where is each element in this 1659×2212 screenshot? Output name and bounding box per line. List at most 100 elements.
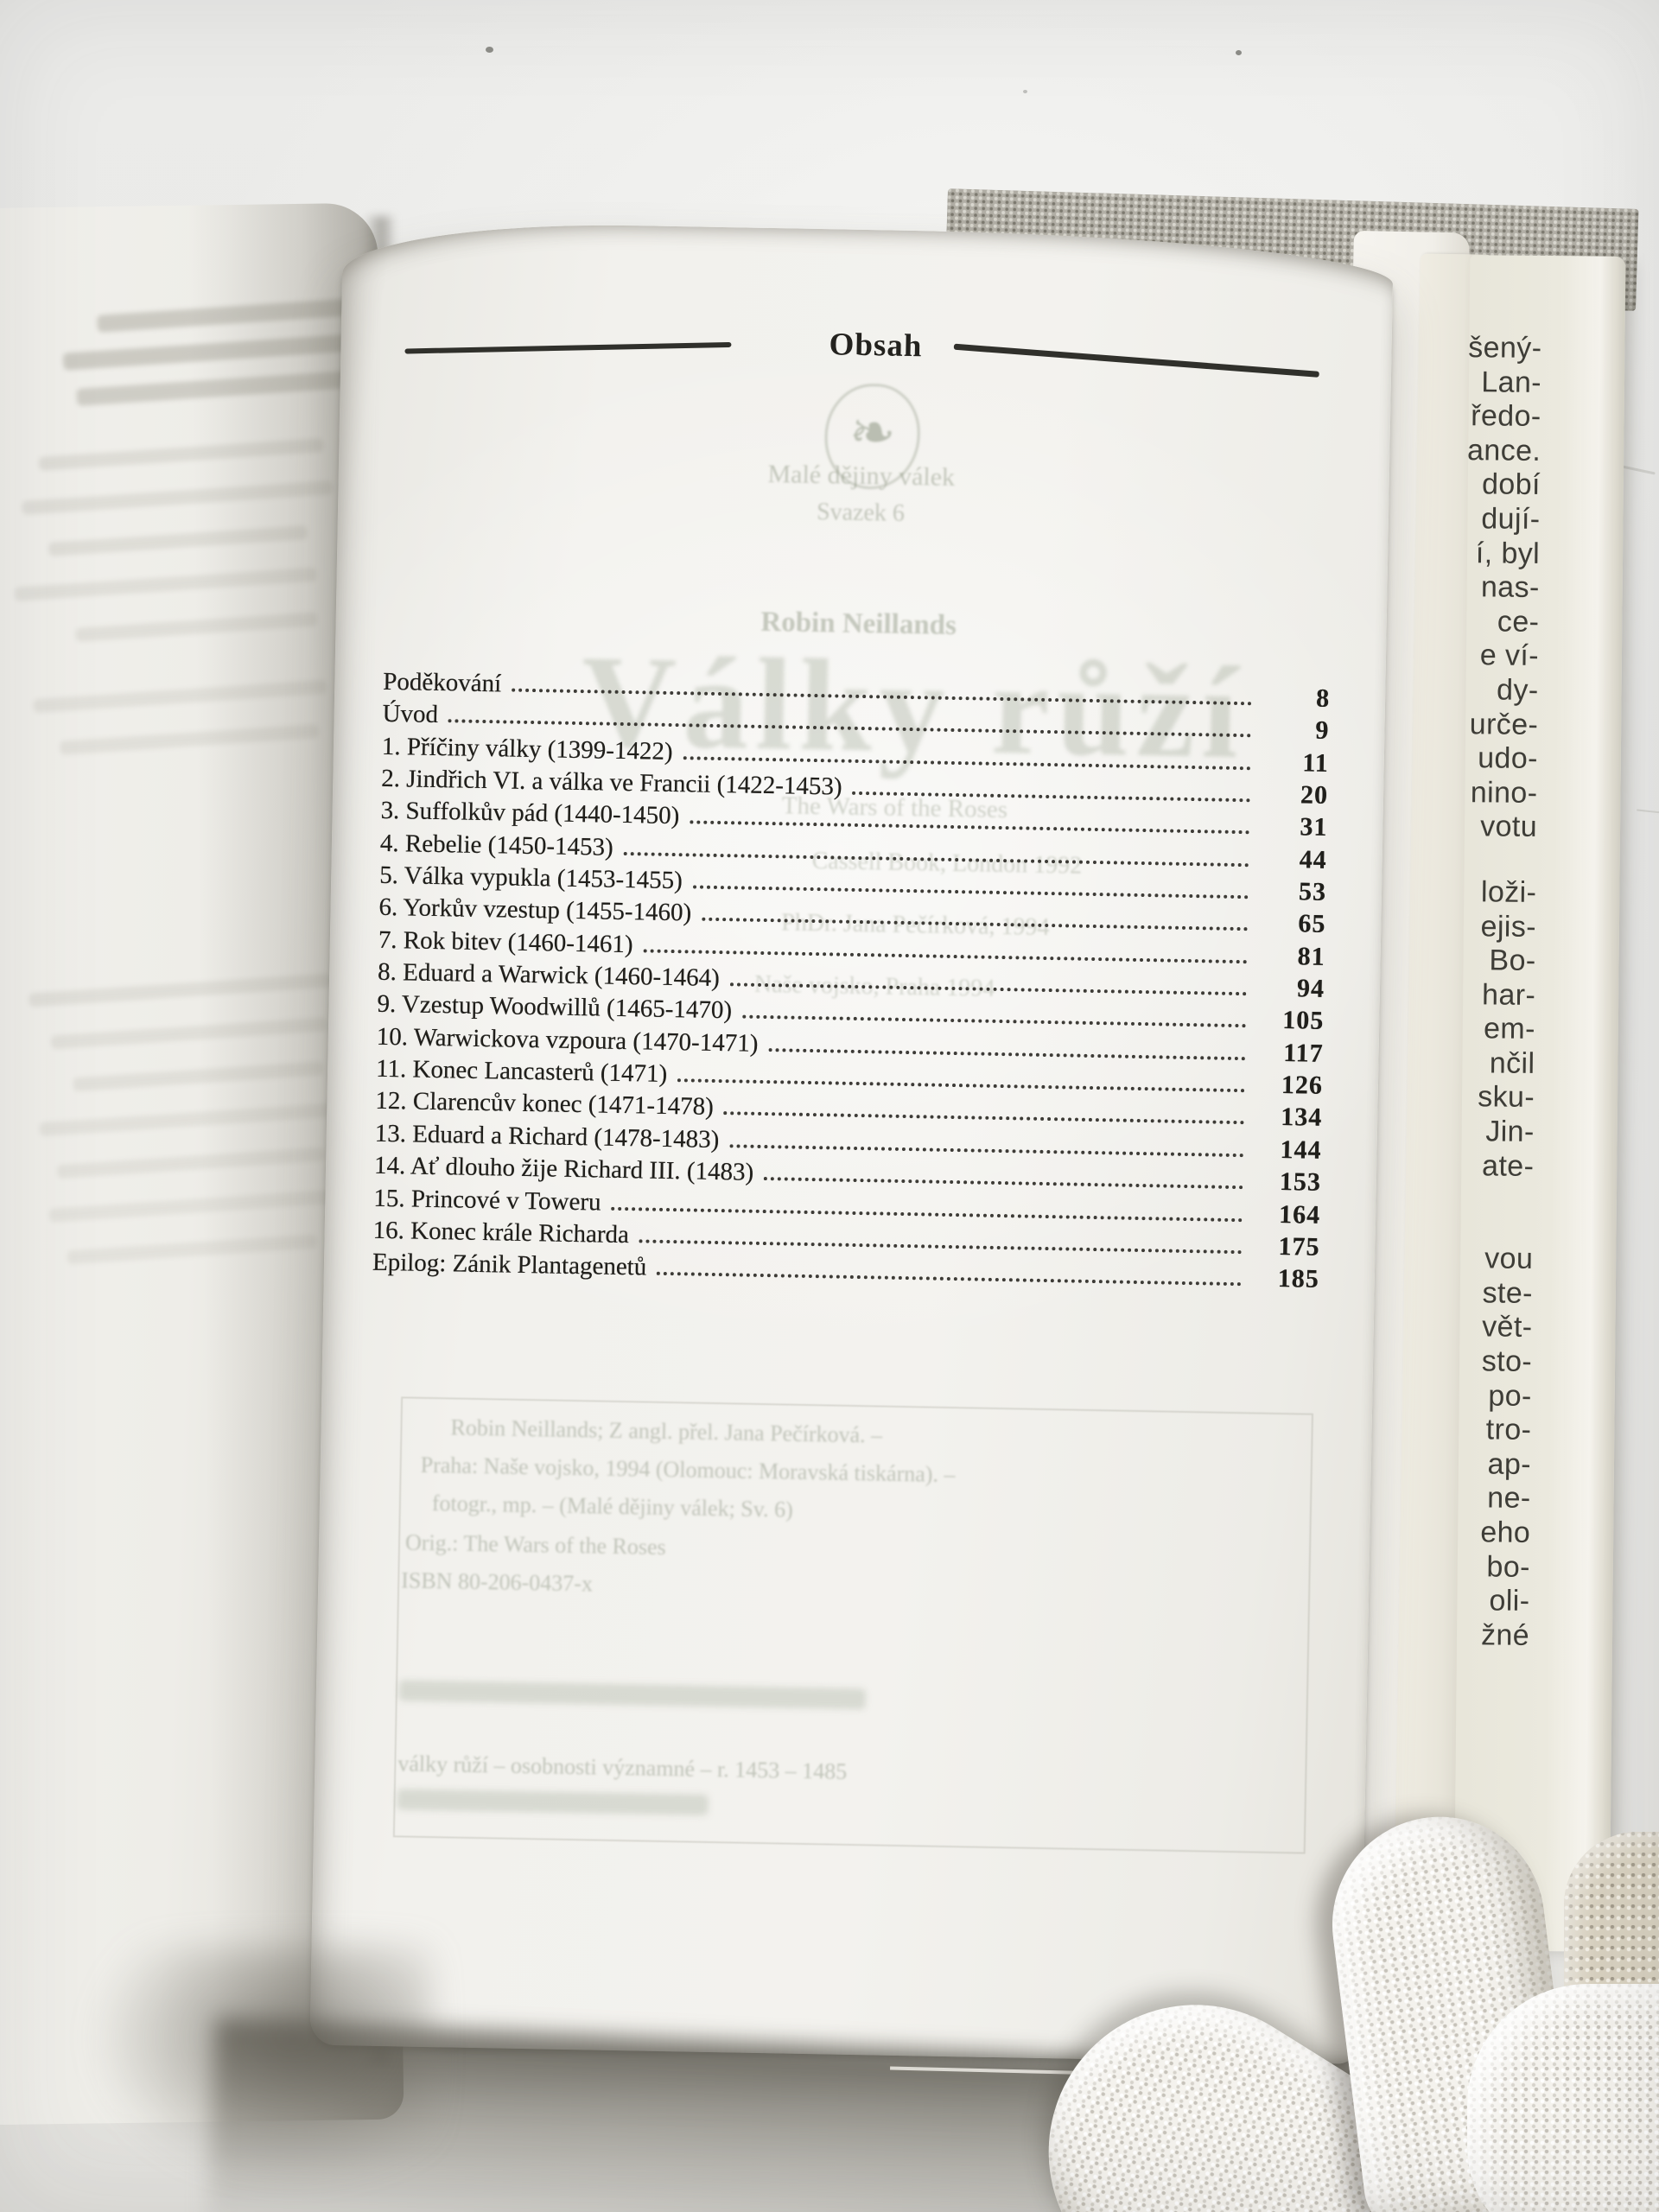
ghost-text-line: [73, 1061, 324, 1092]
dot-leader: [764, 1177, 1243, 1190]
ghost-text-line: [56, 1147, 326, 1179]
toc-entry-label: 13. Eduard a Richard (1478-1483): [374, 1119, 720, 1154]
text-fragment: e ví-: [1479, 639, 1540, 673]
dot-leader: [692, 885, 1249, 899]
book-cast-shadow: [35, 1944, 432, 2212]
dot-leader: [690, 820, 1250, 835]
dot-leader: [611, 1206, 1243, 1222]
ghost-text-line: [48, 525, 308, 556]
text-fragment: oli-: [1489, 1584, 1530, 1618]
toc-entry-label: 8. Eduard a Warwick (1460-1464): [377, 957, 721, 993]
toc-page-number: 164: [1278, 1199, 1321, 1230]
dot-leader: [683, 755, 1251, 770]
ghost-text-line: [38, 437, 324, 471]
text-fragment: ance.: [1466, 433, 1541, 467]
dot-leader: [741, 1014, 1247, 1028]
toc-entry-label: 9. Vzestup Woodwillů (1465-1470): [377, 990, 733, 1025]
toc-page-number: 94: [1296, 974, 1325, 1003]
toc-page-number: 144: [1280, 1135, 1322, 1165]
toc-entry-label: 15. Princové v Toweru: [373, 1184, 601, 1217]
toc-page-number: 134: [1280, 1103, 1323, 1133]
text-fragment: votu: [1480, 810, 1538, 844]
ghost-text-line: [29, 973, 332, 1007]
text-fragment: dy-: [1496, 673, 1539, 707]
ghost-text-line: [14, 567, 317, 601]
text-fragment: Bo-: [1489, 944, 1536, 978]
dot-leader: [729, 982, 1247, 996]
ghost-text-line: [39, 1103, 334, 1137]
text-fragment: ejis-: [1480, 909, 1537, 944]
toc-page-number: 117: [1282, 1038, 1324, 1068]
toc-page-number: 20: [1300, 780, 1329, 810]
toc-entry-label: 16. Konec krále Richarda: [372, 1216, 630, 1249]
dot-leader: [643, 949, 1248, 963]
text-fragment: po-: [1488, 1379, 1532, 1413]
text-fragment: Lan-: [1481, 365, 1542, 399]
ghost-text-line: [62, 334, 358, 371]
toc-entry-label: 6. Yorkův vzestup (1455-1460): [378, 893, 692, 927]
text-fragment: vou: [1484, 1242, 1534, 1276]
next-page-text-edge: šený- Lan- ředo- ance. dobí dují- í, byl…: [1453, 255, 1626, 1952]
text-fragment: tro-: [1485, 1413, 1532, 1447]
toc-entry-label: 11. Konec Lancasterů (1471): [375, 1054, 668, 1089]
ghost-text-line: [33, 679, 327, 714]
text-fragment: Jin-: [1485, 1115, 1535, 1149]
dust-speck: [1236, 50, 1242, 55]
text-fragment: í, byl: [1475, 536, 1541, 570]
toc-entry-label: Epilog: Zánik Plantagenetů: [372, 1248, 647, 1281]
toc-page-number: 65: [1298, 909, 1326, 939]
toc-entry-label: 2. Jindřich VI. a válka ve Francii (1422…: [380, 764, 842, 801]
text-fragment: har-: [1481, 978, 1536, 1012]
cutoff-text-column: šený- Lan- ředo- ance. dobí dují- í, byl…: [1456, 331, 1542, 1653]
toc-page-number: 126: [1281, 1071, 1324, 1100]
dot-leader: [768, 1047, 1246, 1060]
ghost-text-line: [96, 298, 348, 333]
text-fragment: žné: [1480, 1618, 1530, 1652]
ghost-cip-line: Orig.: The Wars of the Roses: [404, 1529, 666, 1560]
toc-entry-label: Poděkování: [383, 667, 502, 698]
toc-page-number: 53: [1298, 877, 1327, 906]
ghost-volume: Svazek 6: [816, 499, 906, 527]
toc-page-number: 175: [1278, 1231, 1320, 1262]
toc-entry-label: 5. Válka vypukla (1453-1455): [378, 861, 683, 895]
ghost-text-line: [48, 1189, 334, 1223]
dust-speck: [1023, 90, 1027, 93]
table-of-contents: Poděkování 8 Úvod 9 1. Příčiny války (1399…: [372, 667, 1331, 1297]
toc-entry-label: 14. Ať dlouho žije Richard III. (1483): [373, 1151, 754, 1186]
text-fragment: ate-: [1481, 1149, 1535, 1183]
dust-speck: [486, 47, 493, 53]
text-fragment: em-: [1483, 1012, 1536, 1046]
ghost-text-line: [59, 723, 320, 755]
text-fragment: sto-: [1481, 1344, 1533, 1378]
text-fragment: ředo-: [1471, 399, 1541, 434]
text-fragment: ne-: [1487, 1481, 1531, 1516]
contents-page: ❧ Malé dějiny válek Svazek 6 Robin Neill…: [309, 219, 1394, 2064]
text-fragment: ste-: [1482, 1276, 1534, 1310]
ghost-text-line: [75, 612, 318, 642]
toc-page-number: 81: [1297, 942, 1325, 971]
ghost-text-line: [76, 370, 353, 406]
dot-leader: [702, 918, 1249, 931]
toc-page-number: 31: [1300, 812, 1328, 842]
text-fragment: ap-: [1487, 1447, 1532, 1481]
toc-entry-label: 7. Rok bitev (1460-1461): [378, 925, 633, 958]
toc-page-number: 8: [1315, 683, 1331, 713]
toc-page-number: 9: [1315, 715, 1330, 746]
ghost-text-line: [50, 1017, 328, 1050]
toc-entry-label: 12. Clarencův konec (1471-1478): [375, 1087, 715, 1122]
glove-hand: [1467, 1984, 1659, 2212]
text-fragment: vět-: [1482, 1310, 1533, 1344]
toc-page-number: 44: [1299, 845, 1328, 874]
toc-entry-label: 3. Suffolkův pád (1440-1450): [380, 797, 680, 830]
text-fragment: nino-: [1470, 775, 1538, 810]
text-fragment: sku-: [1478, 1080, 1535, 1115]
dot-leader: [729, 1144, 1244, 1158]
toc-page-number: 105: [1282, 1006, 1325, 1036]
text-fragment: dují-: [1481, 502, 1541, 536]
dot-leader: [623, 851, 1249, 867]
toc-entry-label: 4. Rebelie (1450-1453): [379, 829, 613, 861]
toc-entry-label: 10. Warwickova vzpoura (1470-1471): [376, 1022, 759, 1058]
toc-page-number: 185: [1277, 1264, 1320, 1294]
ghost-text-line: [22, 480, 334, 515]
